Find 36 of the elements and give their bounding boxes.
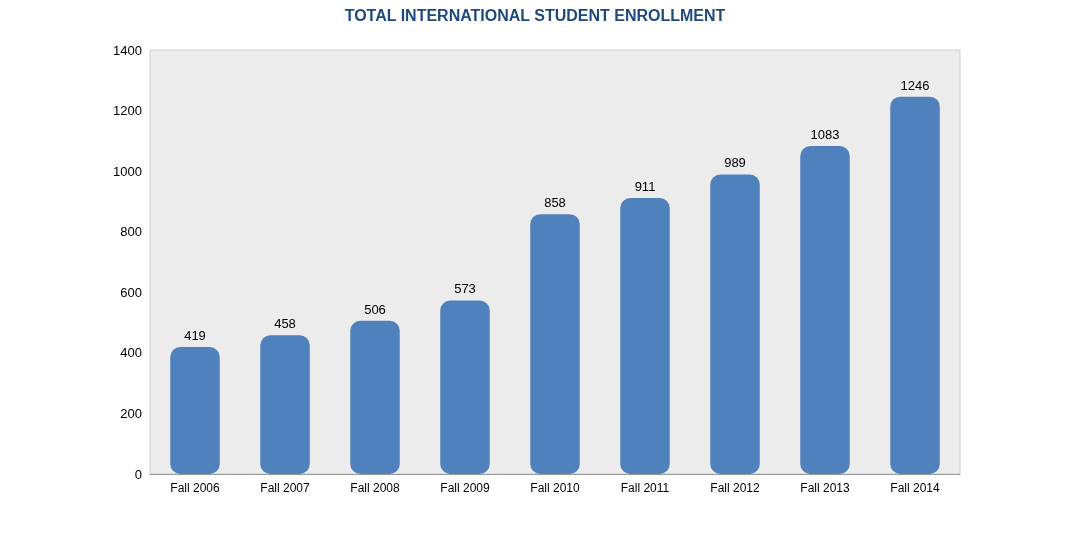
data-label: 858 [544, 195, 566, 211]
bar [800, 146, 850, 474]
y-tick-label: 0 [134, 466, 142, 482]
data-label: 989 [724, 155, 746, 171]
data-label: 1083 [810, 127, 840, 143]
x-tick-label: Fall 2012 [710, 481, 760, 495]
chart-title: TOTAL INTERNATIONAL STUDENT ENROLLMENT [344, 6, 726, 24]
y-tick-label: 1200 [113, 103, 142, 119]
data-label: 911 [634, 179, 656, 195]
bar [890, 96, 940, 474]
x-tick-label: Fall 2013 [800, 481, 850, 495]
x-tick-label: Fall 2011 [620, 481, 670, 495]
x-tick-label: Fall 2008 [350, 481, 400, 495]
data-label: 573 [454, 281, 476, 297]
bar [530, 214, 580, 474]
y-tick-label: 400 [120, 345, 142, 361]
data-label: 419 [184, 328, 206, 344]
x-tick-label: Fall 2014 [890, 481, 940, 495]
x-tick-label: Fall 2009 [440, 481, 490, 495]
y-tick-label: 1000 [113, 163, 142, 179]
bar [260, 335, 310, 474]
x-tick-label: Fall 2007 [260, 481, 310, 495]
bar [440, 300, 490, 474]
x-tick-label: Fall 2010 [530, 481, 580, 495]
bar [170, 347, 220, 474]
y-tick-label: 1400 [113, 42, 142, 58]
y-tick-label: 600 [120, 284, 142, 300]
bar [350, 320, 400, 474]
y-tick-label: 200 [120, 405, 142, 421]
data-label: 458 [274, 316, 296, 332]
data-label: 1246 [900, 77, 930, 93]
x-tick-label: Fall 2006 [170, 481, 220, 495]
y-tick-label: 800 [120, 224, 142, 240]
data-label: 506 [364, 301, 386, 317]
bar [710, 174, 760, 474]
bar [620, 198, 670, 474]
